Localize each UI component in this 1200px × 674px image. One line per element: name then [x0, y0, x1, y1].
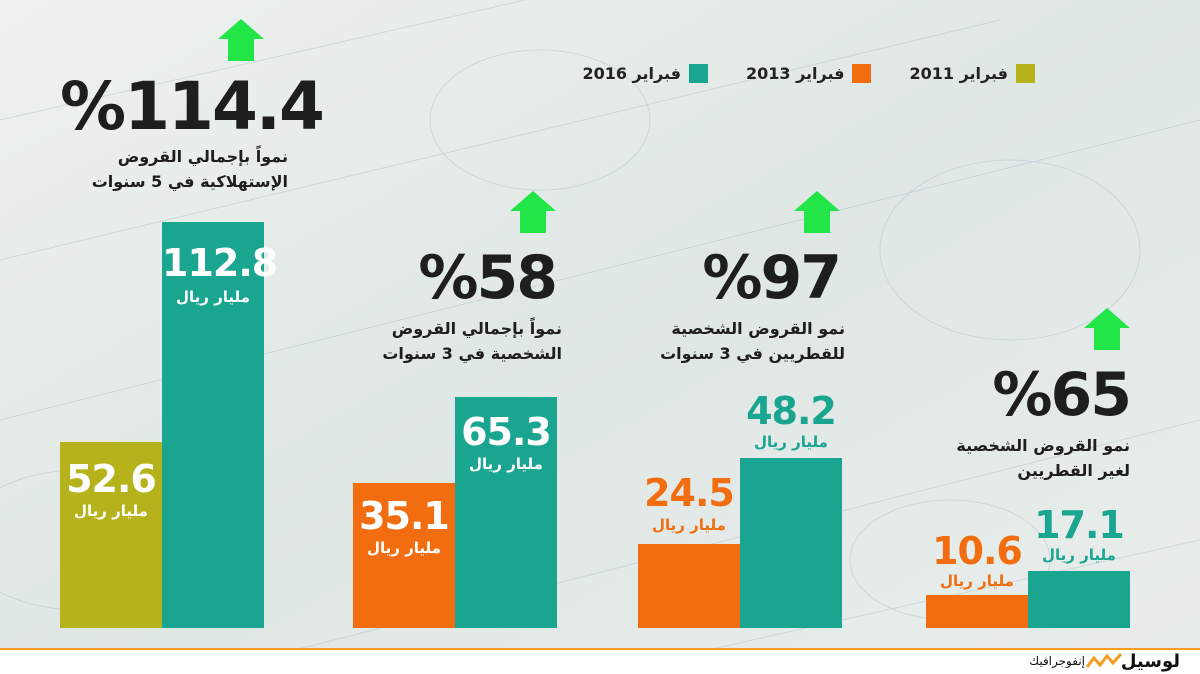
description-line: نمو القروض الشخصية — [956, 436, 1130, 455]
footer: لوسيل إنفوجرافيك — [0, 648, 1200, 674]
description-line: للقطريين في 3 سنوات — [660, 344, 845, 363]
bar-value: 35.1 — [359, 494, 450, 538]
bar-unit-outside: مليار ريال — [1042, 546, 1116, 564]
description-line: نمواً بإجمالي القروض — [391, 319, 562, 338]
footer-divider — [0, 648, 1200, 650]
growth-arrow-icon — [218, 19, 264, 61]
description-line: نمواً بإجمالي القروض — [117, 147, 288, 166]
growth-arrow-icon — [794, 191, 840, 233]
bar-2016: 65.3 مليار ريال — [455, 397, 557, 628]
legend-item-2011: فبراير 2011 — [909, 64, 1035, 83]
growth-arrow-icon — [510, 191, 556, 233]
bar-2016: 112.8 مليار ريال — [162, 222, 278, 628]
growth-percent: %114.4 — [60, 68, 325, 145]
bar-value-outside: 24.5 — [644, 471, 735, 515]
brand-name: لوسيل — [1120, 651, 1180, 672]
bar-value: 65.3 — [461, 410, 552, 454]
legend-swatch-2011 — [1016, 64, 1035, 83]
bar-2016 — [740, 458, 842, 628]
bar-value-outside: 48.2 — [746, 389, 837, 433]
bar-unit-outside: مليار ريال — [754, 433, 828, 451]
legend-swatch-2016 — [688, 64, 708, 83]
bar-unit: مليار ريال — [367, 539, 441, 557]
legend-item-2013: فبراير 2013 — [746, 64, 872, 83]
bar-value-outside: 10.6 — [932, 529, 1023, 573]
description-line: الشخصية في 3 سنوات — [382, 344, 562, 363]
legend-label-2016: فبراير 2016 — [582, 64, 681, 83]
growth-description: نمو القروض الشخصية للقطريين في 3 سنوات — [660, 316, 845, 366]
growth-percent: %65 — [992, 360, 1132, 430]
growth-description: نمواً بإجمالي القروض الشخصية في 3 سنوات — [382, 316, 562, 366]
bar-2013 — [926, 595, 1028, 628]
brand-logo-icon — [1086, 653, 1122, 668]
legend-label-2013: فبراير 2013 — [745, 64, 845, 83]
legend-label-2011: فبراير 2011 — [909, 64, 1008, 83]
bar-unit: مليار ريال — [469, 455, 543, 473]
bar-unit: مليار ريال — [176, 288, 250, 306]
growth-description: نمو القروض الشخصية لغير القطريين — [956, 433, 1130, 483]
bar-value: 52.6 — [66, 457, 157, 501]
description-line: نمو القروض الشخصية — [671, 319, 845, 338]
legend: فبراير 2011 فبراير 2013 فبراير 2016 — [582, 64, 1035, 83]
bar-value: 112.8 — [162, 241, 278, 285]
section-label: إنفوجرافيك — [1029, 654, 1085, 668]
growth-percent: %58 — [418, 243, 558, 313]
legend-item-2016: فبراير 2016 — [582, 64, 708, 83]
bar-unit-outside: مليار ريال — [652, 516, 726, 534]
bar-2013: 35.1 مليار ريال — [353, 483, 455, 628]
bar-value-outside: 17.1 — [1034, 503, 1125, 547]
description-line: الإستهلاكية في 5 سنوات — [91, 172, 288, 191]
description-line: لغير القطريين — [1017, 461, 1130, 480]
bar-unit-outside: مليار ريال — [940, 572, 1014, 590]
growth-description: نمواً بإجمالي القروض الإستهلاكية في 5 سن… — [92, 144, 288, 194]
bar-2013 — [638, 544, 740, 628]
growth-arrow-icon — [1084, 308, 1130, 350]
growth-percent: %97 — [702, 243, 842, 313]
legend-swatch-2013 — [852, 64, 872, 83]
bar-2011: 52.6 مليار ريال — [60, 442, 162, 628]
bar-unit: مليار ريال — [74, 502, 148, 520]
bar-2016 — [1028, 571, 1130, 628]
